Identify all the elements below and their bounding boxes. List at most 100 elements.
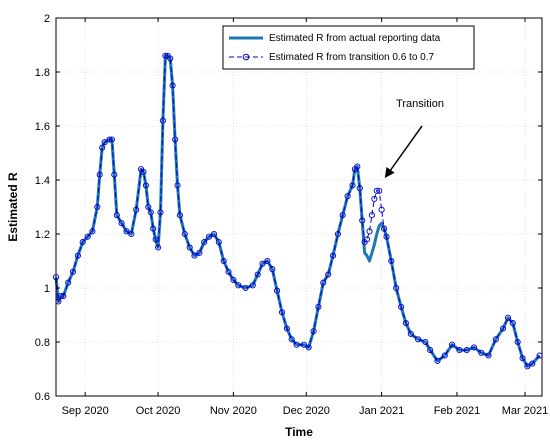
data-point-transition — [514, 338, 521, 346]
data-point-transition — [388, 257, 395, 265]
data-point-transition — [441, 352, 448, 359]
data-point-transition — [249, 282, 256, 289]
legend-box — [222, 25, 475, 70]
y-tick-label: 0.8 — [35, 337, 50, 349]
data-point-transition — [478, 349, 485, 356]
x-tick-label: Nov 2020 — [210, 405, 257, 417]
data-point-transition — [242, 284, 249, 292]
data-point-transition — [60, 293, 67, 300]
data-point-transition — [69, 268, 77, 275]
data-point-transition — [94, 203, 101, 211]
data-point-transition — [300, 341, 307, 348]
data-point-transition — [181, 230, 188, 238]
series-line-transition — [55, 55, 540, 367]
data-point-transition — [415, 336, 422, 343]
data-point-transition — [378, 206, 385, 213]
data-point-transition — [519, 355, 526, 362]
data-point-transition — [449, 341, 456, 348]
data-point-transition — [288, 336, 295, 343]
data-point-transition — [155, 244, 162, 251]
data-point-transition — [140, 168, 147, 175]
data-point-transition — [84, 233, 91, 240]
data-point-transition — [470, 344, 478, 351]
data-point-transition — [96, 171, 103, 178]
data-point-transition — [133, 206, 140, 213]
data-point-transition — [315, 303, 322, 310]
data-point-transition — [186, 244, 193, 251]
data-point-transition — [339, 212, 346, 219]
data-point-transition — [176, 212, 183, 219]
data-point-transition — [492, 336, 499, 343]
data-point-transition — [106, 136, 113, 143]
x-tick-label: Mar 2021 — [502, 405, 548, 417]
data-point-transition — [456, 347, 463, 354]
data-point-transition — [65, 279, 72, 286]
y-tick-label: 1.8 — [35, 67, 50, 79]
data-point-transition — [123, 228, 130, 235]
data-point-transition — [344, 193, 351, 200]
plot-frame — [55, 17, 543, 397]
y-axis-title: Estimated R — [6, 172, 20, 242]
data-point-transition — [157, 209, 164, 216]
data-point-transition — [376, 187, 383, 194]
data-point-transition — [407, 330, 414, 337]
series-layer — [52, 52, 543, 370]
data-point-transition — [128, 230, 135, 238]
x-tick-label: Sep 2020 — [62, 405, 109, 417]
data-point-transition — [349, 182, 356, 189]
legend-label-actual: Estimated R from actual reporting data — [269, 33, 441, 44]
data-point-transition — [293, 341, 300, 348]
data-point-transition — [529, 360, 536, 367]
x-tick-label: Dec 2020 — [283, 405, 330, 417]
data-point-transition — [500, 325, 507, 332]
data-point-transition — [57, 293, 64, 300]
y-tick-label: 2 — [44, 13, 50, 25]
data-point-transition — [359, 217, 366, 224]
data-point-transition — [206, 233, 213, 240]
data-point-transition — [269, 266, 276, 273]
data-point-transition — [167, 55, 174, 62]
data-point-transition — [145, 203, 152, 211]
data-point-transition — [259, 260, 266, 267]
data-point-transition — [201, 239, 208, 246]
data-point-transition — [485, 352, 492, 359]
data-point-transition — [363, 236, 371, 243]
data-point-transition — [264, 257, 271, 265]
data-point-transition — [366, 228, 373, 235]
data-point-transition — [329, 252, 337, 259]
data-point-transition — [174, 182, 181, 189]
data-point-transition — [230, 276, 237, 283]
legend-label-transition: Estimated R from transition 0.6 to 0.7 — [269, 52, 435, 63]
data-point-transition — [368, 212, 375, 219]
data-point-transition — [509, 320, 516, 327]
transition-annotation: Transition — [384, 98, 444, 178]
data-point-transition — [434, 357, 441, 364]
data-point-transition — [383, 233, 390, 240]
y-tick-label: 1 — [44, 283, 50, 295]
data-point-transition — [89, 228, 96, 235]
data-point-transition — [147, 209, 154, 216]
y-tick-label: 0.6 — [35, 391, 50, 403]
data-point-transition — [524, 363, 531, 370]
data-point-transition — [79, 239, 86, 246]
data-point-transition — [215, 239, 222, 246]
data-point-transition — [278, 309, 286, 316]
data-point-transition — [402, 320, 409, 327]
x-tick-label: Oct 2020 — [136, 405, 181, 417]
data-point-transition — [381, 225, 388, 232]
x-tick-label: Jan 2021 — [359, 405, 404, 417]
data-point-transition — [108, 136, 115, 143]
y-tick-label: 1.2 — [35, 229, 50, 241]
data-point-transition — [463, 347, 470, 354]
data-point-transition — [422, 338, 429, 346]
data-point-transition — [356, 185, 363, 192]
y-tick-label: 1.6 — [35, 121, 50, 133]
data-point-transition — [320, 279, 327, 286]
data-point-transition — [325, 271, 332, 278]
data-point-transition — [283, 325, 290, 332]
data-point-transition — [159, 117, 166, 124]
data-point-transition — [101, 139, 108, 146]
data-point-transition — [354, 163, 361, 170]
data-point-transition — [150, 225, 157, 232]
